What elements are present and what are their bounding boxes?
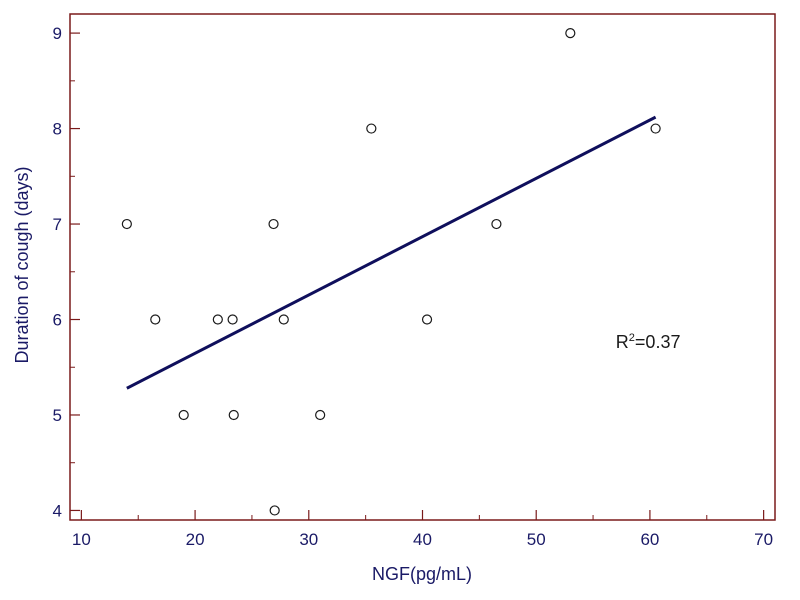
r-squared-superscript: 2 <box>629 332 635 344</box>
data-point <box>366 123 377 134</box>
regression-line <box>126 115 657 390</box>
x-tick-label: 10 <box>72 530 91 549</box>
y-tick-label: 9 <box>53 24 62 43</box>
y-tick-label: 7 <box>53 215 62 234</box>
data-point <box>121 218 132 230</box>
data-point <box>315 409 326 421</box>
data-point <box>278 314 289 325</box>
data-point <box>565 27 576 39</box>
data-point <box>228 409 239 421</box>
x-tick-label: 60 <box>640 530 659 549</box>
plot-frame <box>69 13 776 521</box>
data-point <box>150 314 161 325</box>
x-tick-label: 40 <box>413 530 432 549</box>
x-tick-label: 20 <box>186 530 205 549</box>
data-point <box>212 314 223 325</box>
r-squared-value: =0.37 <box>635 332 681 352</box>
x-tick-label: 30 <box>299 530 318 549</box>
y-tick-label: 8 <box>53 120 62 139</box>
x-tick-label: 70 <box>754 530 773 549</box>
data-point <box>491 218 502 230</box>
y-axis-title: Duration of cough (days) <box>12 166 32 363</box>
x-tick-label: 50 <box>527 530 546 549</box>
y-tick-label: 5 <box>53 406 62 425</box>
r-squared-annotation: R2=0.37 <box>616 332 681 352</box>
data-point <box>227 314 238 325</box>
r-squared-prefix: R <box>616 332 629 352</box>
data-point <box>421 314 433 325</box>
x-axis-title: NGF(pg/mL) <box>372 564 472 584</box>
data-point <box>650 123 661 134</box>
y-tick-label: 4 <box>53 501 62 520</box>
data-point <box>269 505 280 516</box>
data-point <box>178 409 189 421</box>
y-tick-label: 6 <box>53 311 62 330</box>
data-point <box>268 218 279 230</box>
